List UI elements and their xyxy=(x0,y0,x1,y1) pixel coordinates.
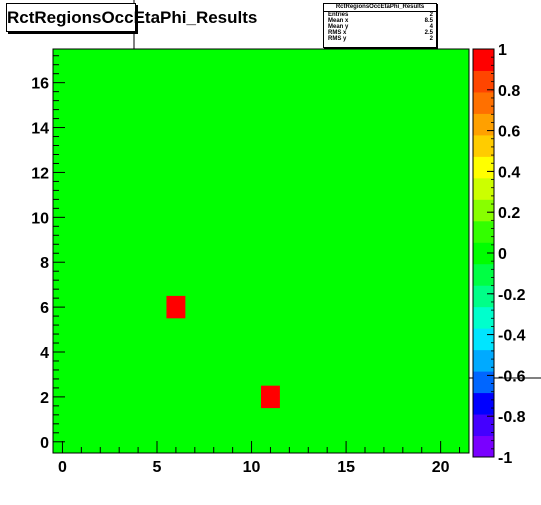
stats-label: Mean x xyxy=(328,18,349,24)
stats-value: 8.5 xyxy=(424,18,433,24)
y-tick-label: 4 xyxy=(40,345,49,362)
stats-label: RMS x xyxy=(328,30,347,36)
x-tick-label: 15 xyxy=(337,459,355,476)
colorbar-segment xyxy=(473,263,494,286)
stats-label: Mean y xyxy=(328,24,349,30)
y-tick-label: 12 xyxy=(31,165,49,182)
stats-row-mean-x: Mean x 8.5 xyxy=(324,18,436,24)
stats-value: 2 xyxy=(429,36,433,42)
stats-row-rms-x: RMS x 2.5 xyxy=(324,30,436,36)
colorbar-segment xyxy=(473,349,494,372)
colorbar-segment xyxy=(473,199,494,222)
y-tick-label: 8 xyxy=(40,255,49,272)
stats-label: RMS y xyxy=(328,36,347,42)
stats-row-entries: Entries 2 xyxy=(324,12,436,18)
stats-label: Entries xyxy=(328,12,349,18)
x-tick-label: 0 xyxy=(58,459,67,476)
statistics-box: RctRegionsOccEtaPhi_Results Entries 2 Me… xyxy=(323,3,437,48)
stats-value: 4 xyxy=(429,24,433,30)
y-tick-label: 10 xyxy=(31,210,49,227)
x-tick-label: 10 xyxy=(243,459,261,476)
colorbar-segment xyxy=(473,49,494,71)
colorbar-tick-label: 0.4 xyxy=(498,164,520,181)
colorbar-tick-label: 0.2 xyxy=(498,205,520,222)
colorbar-tick-label: 1 xyxy=(498,42,507,59)
x-tick-label: 5 xyxy=(153,459,162,476)
colorbar-segment xyxy=(473,156,494,179)
colorbar-segment xyxy=(473,392,494,415)
colorbar-segment xyxy=(473,285,494,308)
plot-frame xyxy=(52,48,470,454)
plot-title-box: RctRegionsOccEtaPhi_Results xyxy=(6,3,258,32)
stats-row-mean-y: Mean y 4 xyxy=(324,24,436,30)
colorbar-segment xyxy=(473,371,494,394)
colorbar-tick-label: 0 xyxy=(498,246,507,263)
x-tick-label: 20 xyxy=(432,459,450,476)
y-tick-label: 14 xyxy=(31,121,49,138)
colorbar-segment xyxy=(473,414,494,437)
colorbar-segment xyxy=(473,306,494,329)
colorbar-segment xyxy=(473,134,494,157)
statistics-title: RctRegionsOccEtaPhi_Results xyxy=(324,4,436,12)
colorbar-segment xyxy=(473,91,494,114)
stats-value: 2.5 xyxy=(424,30,433,36)
y-tick-label: 0 xyxy=(40,435,49,452)
y-tick-label: 2 xyxy=(40,390,49,407)
stats-row-rms-y: RMS y 2 xyxy=(324,36,436,42)
heatmap-cell xyxy=(261,385,280,409)
y-tick-label: 6 xyxy=(40,300,49,317)
y-tick-label: 16 xyxy=(31,76,49,93)
colorbar-tick-label: -1 xyxy=(498,450,512,467)
colorbar-segment xyxy=(473,220,494,243)
stats-value: 2 xyxy=(429,12,433,18)
colorbar-tick-label: -0.4 xyxy=(498,328,526,345)
colorbar-segment xyxy=(473,435,494,458)
colorbar-tick-label: 0.6 xyxy=(498,124,520,141)
heatmap-cell xyxy=(166,295,186,319)
colorbar-segment xyxy=(473,242,494,265)
colorbar-tick-label: -0.6 xyxy=(498,368,526,385)
colorbar-segment xyxy=(473,328,494,351)
colorbar-tick-label: 0.8 xyxy=(498,83,520,100)
plot-title: RctRegionsOccEtaPhi_Results xyxy=(7,8,258,27)
colorbar-segment xyxy=(473,70,494,93)
colorbar-tick-label: -0.8 xyxy=(498,409,526,426)
colorbar-tick-label: -0.2 xyxy=(498,287,526,304)
colorbar-segment xyxy=(473,113,494,136)
colorbar-segment xyxy=(473,177,494,200)
